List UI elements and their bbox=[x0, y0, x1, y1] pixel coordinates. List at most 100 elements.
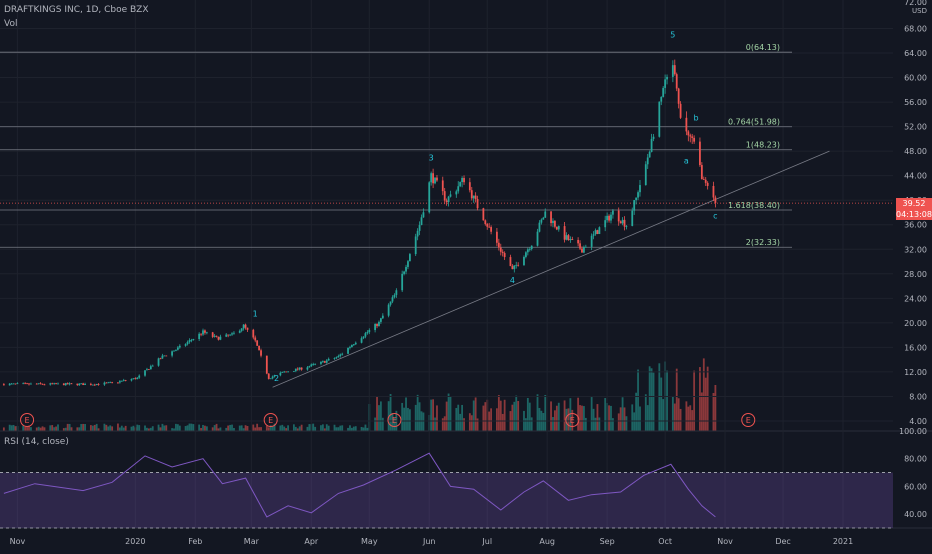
rsi-pane bbox=[0, 453, 893, 528]
volume-bar bbox=[633, 412, 635, 431]
volume-bar bbox=[13, 425, 15, 431]
volume-bar bbox=[693, 371, 695, 431]
price-tick-label: 28.00 bbox=[904, 270, 927, 279]
volume-bar bbox=[90, 425, 92, 431]
price-tick-label: 16.00 bbox=[904, 343, 927, 352]
volume-bar bbox=[107, 426, 109, 431]
candle-body bbox=[622, 220, 624, 223]
candle-body bbox=[297, 369, 299, 370]
candle-body bbox=[436, 178, 438, 181]
candle-body bbox=[152, 366, 154, 367]
volume-bar bbox=[268, 427, 270, 431]
candle-body bbox=[382, 316, 384, 319]
volume-bar bbox=[198, 425, 200, 431]
volume-bar bbox=[401, 403, 403, 431]
candle-body bbox=[337, 356, 339, 357]
candle-body bbox=[117, 382, 119, 383]
price-unit-label: USD bbox=[912, 7, 927, 15]
trendline[interactable] bbox=[273, 151, 830, 387]
candle-body bbox=[71, 383, 73, 384]
volume-bar bbox=[138, 425, 140, 431]
candle-body bbox=[28, 383, 30, 384]
volume-bar bbox=[104, 424, 106, 431]
candle-body bbox=[455, 191, 457, 194]
candle-body bbox=[94, 385, 96, 386]
candle-body bbox=[550, 211, 552, 223]
volume-bar bbox=[595, 418, 597, 431]
candle-body bbox=[664, 79, 666, 88]
wave-labels: 12345abc bbox=[253, 31, 718, 383]
candle-body bbox=[598, 227, 600, 234]
candle-body bbox=[703, 179, 705, 180]
earnings-marker-label: E bbox=[25, 416, 30, 425]
candle-body bbox=[428, 182, 430, 212]
volume-bar bbox=[610, 406, 612, 431]
candle-body bbox=[198, 334, 200, 339]
candle-body bbox=[287, 372, 289, 373]
candle-body bbox=[200, 334, 202, 335]
wave-label: 2 bbox=[274, 374, 279, 383]
volume-bar bbox=[705, 378, 707, 431]
candle-body bbox=[245, 325, 247, 328]
volume-bar bbox=[676, 369, 678, 431]
volume-bar bbox=[622, 397, 624, 431]
volume-bar bbox=[353, 427, 355, 431]
candle-body bbox=[187, 342, 189, 344]
candle-body bbox=[336, 357, 338, 358]
candle-body bbox=[204, 330, 206, 332]
candle-body bbox=[109, 382, 111, 383]
volume-bar bbox=[80, 424, 82, 431]
candle-body bbox=[513, 265, 515, 269]
time-tick-label: 2020 bbox=[125, 537, 145, 546]
earnings-marker-label: E bbox=[392, 416, 397, 425]
volume-bar bbox=[612, 418, 614, 431]
candle-body bbox=[349, 347, 351, 348]
candle-body bbox=[444, 191, 446, 200]
candle-body bbox=[339, 355, 341, 356]
candle-body bbox=[206, 332, 208, 333]
fibonacci-levels[interactable]: 0(64.13) 0.764(51.98) 1(48.23) 1.618(38.40)… bbox=[0, 43, 893, 247]
volume-bar bbox=[15, 426, 17, 431]
candle-body bbox=[285, 372, 287, 373]
volume-bar bbox=[163, 425, 165, 431]
volume-bar bbox=[326, 424, 328, 431]
candle-body bbox=[701, 165, 703, 179]
volume-bar bbox=[231, 425, 233, 431]
volume-bar bbox=[109, 425, 111, 431]
candle-body bbox=[540, 220, 542, 223]
candle-body bbox=[554, 221, 556, 227]
candle-body bbox=[314, 364, 316, 365]
candle-body bbox=[49, 383, 51, 384]
volume-bar bbox=[455, 408, 457, 431]
candle-body bbox=[334, 358, 336, 359]
candle-body bbox=[461, 178, 463, 182]
earnings-marker-label: E bbox=[570, 416, 575, 425]
volume-bar bbox=[3, 427, 5, 431]
candle-body bbox=[633, 200, 635, 211]
candle-body bbox=[44, 384, 46, 385]
candle-body bbox=[558, 226, 560, 229]
volume-bar bbox=[227, 426, 229, 431]
candle-body bbox=[568, 235, 570, 240]
volume-bar bbox=[105, 425, 107, 431]
candle-body bbox=[653, 137, 655, 139]
volume-bar bbox=[239, 426, 241, 431]
candle-body bbox=[40, 383, 42, 384]
candle-body bbox=[353, 344, 355, 345]
volume-bar bbox=[678, 398, 680, 431]
volume-bar bbox=[419, 402, 421, 431]
volume-bar bbox=[247, 426, 249, 431]
candle-body bbox=[612, 211, 614, 215]
candle-body bbox=[618, 211, 620, 222]
volume-bar bbox=[687, 407, 689, 431]
wave-label: b bbox=[694, 113, 699, 122]
volume-bar bbox=[162, 424, 164, 431]
candle-body bbox=[347, 348, 349, 354]
candle-body bbox=[3, 384, 5, 385]
price-tick-label: 32.00 bbox=[904, 245, 927, 254]
volume-bar bbox=[382, 418, 384, 431]
candle-body bbox=[57, 384, 59, 385]
